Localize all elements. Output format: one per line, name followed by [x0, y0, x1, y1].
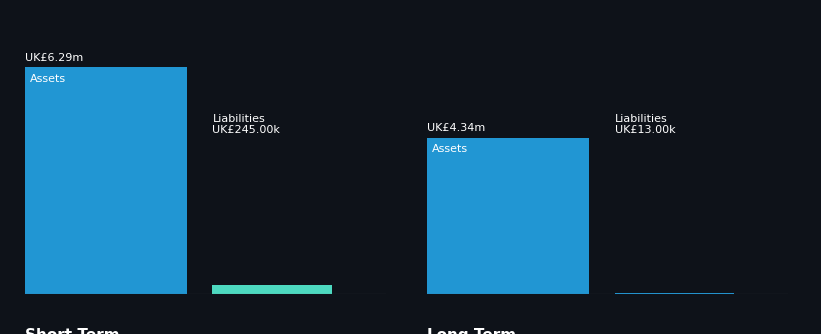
- Text: UK£6.29m: UK£6.29m: [25, 53, 83, 63]
- Bar: [213, 285, 332, 294]
- Text: UK£4.34m: UK£4.34m: [427, 123, 485, 133]
- Text: UK£245.00k: UK£245.00k: [213, 125, 280, 135]
- Text: UK£13.00k: UK£13.00k: [615, 125, 676, 135]
- Text: Liabilities: Liabilities: [615, 114, 667, 124]
- Text: Assets: Assets: [30, 74, 67, 84]
- Text: Assets: Assets: [433, 145, 469, 154]
- Text: Short Term: Short Term: [25, 328, 119, 334]
- Text: Liabilities: Liabilities: [213, 114, 265, 124]
- Bar: [427, 138, 589, 294]
- Bar: [25, 67, 187, 294]
- Text: Long Term: Long Term: [427, 328, 516, 334]
